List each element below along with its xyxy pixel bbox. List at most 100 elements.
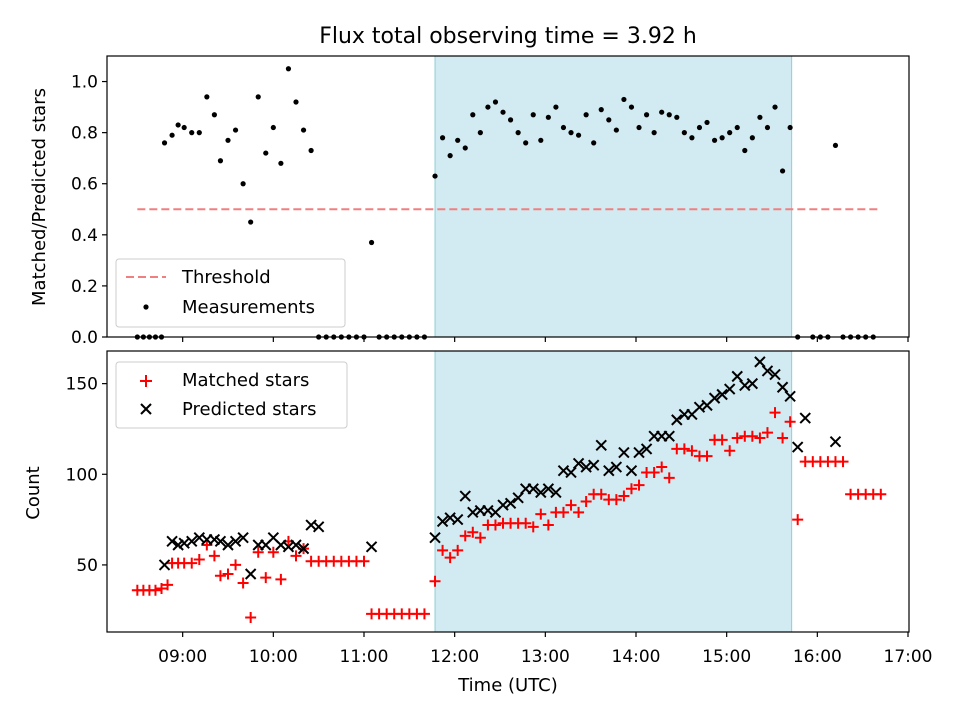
measurement-point [232, 127, 239, 133]
y-tick-label: 50 [76, 556, 98, 576]
matched-star-point [467, 526, 479, 538]
predicted-star-point [776, 381, 789, 393]
measurement-point [779, 168, 786, 174]
matched-star-point [769, 407, 781, 419]
measurement-point [368, 239, 375, 246]
predicted-star-point [365, 541, 378, 553]
matched-star-point [761, 427, 773, 439]
matched-star-point [214, 570, 226, 582]
measurement-point [285, 66, 292, 72]
matched-star-point [716, 434, 728, 446]
predicted-star-point [527, 483, 539, 495]
measurement-point [455, 137, 461, 143]
legend-predicted-label: Predicted stars [182, 399, 316, 420]
bottom-legend: Matched stars Predicted stars [115, 361, 348, 429]
top-panel: 0.0 0.2 0.4 0.6 0.8 1.0 Matched/Predicted sta… [29, 55, 910, 348]
predicted-star-point [595, 439, 607, 451]
predicted-star-point [761, 365, 774, 377]
matched-star-point [746, 430, 758, 442]
measurement-point [711, 137, 718, 143]
measurement-point [462, 145, 468, 151]
matched-star-point [222, 568, 234, 580]
measurement-point [204, 94, 210, 100]
chart-title: Flux total observing time = 3.92 h [319, 24, 697, 49]
measurement-point [591, 140, 597, 146]
x-tick-label: 13:00 [521, 647, 570, 667]
measurement-point [255, 94, 261, 100]
predicted-star-point [754, 356, 766, 368]
matched-star-point [678, 443, 690, 455]
predicted-star-point [222, 539, 234, 551]
predicted-star-point [297, 542, 310, 555]
matched-star-point [792, 514, 804, 526]
measurement-point [674, 114, 680, 120]
measurement-point [764, 124, 771, 131]
measurement-point [217, 158, 224, 164]
legend-measurements-label: Measurements [182, 297, 315, 318]
predicted-star-point [229, 535, 242, 548]
top-y-axis-label: Matched/Predicted stars [29, 88, 50, 306]
matched-star-point [777, 432, 789, 444]
x-tick-label: 10:00 [249, 647, 298, 667]
matched-star-point [837, 456, 849, 468]
predicted-star-point [565, 466, 577, 479]
matched-star-point [162, 579, 174, 591]
predicted-star-point [186, 535, 198, 548]
predicted-star-point [769, 368, 781, 381]
x-tick-label: 16:00 [793, 647, 842, 667]
matched-star-point [489, 519, 501, 531]
measurement-point [575, 132, 582, 138]
predicted-star-point [716, 388, 728, 401]
predicted-star-point [214, 535, 227, 548]
predicted-star-point [572, 457, 585, 470]
predicted-star-point [663, 430, 675, 442]
predicted-star-point [603, 464, 615, 477]
y-tick-label: 0.6 [71, 175, 98, 195]
measurement-point [651, 130, 657, 136]
measurement-point [507, 117, 514, 123]
measurement-point [225, 137, 231, 143]
y-tick-label: 150 [66, 375, 98, 395]
measurement-point [293, 99, 299, 105]
measurement-point [598, 107, 604, 113]
measurement-point [606, 117, 612, 123]
measurement-point [583, 112, 589, 118]
bottom-y-axis-label: Count [23, 466, 44, 519]
measurement-points [134, 66, 876, 340]
predicted-star-point [166, 535, 178, 548]
measurement-point [727, 130, 733, 136]
measurement-point [523, 140, 529, 146]
legend-measurements-swatch [143, 304, 149, 310]
matched-star-point [527, 521, 539, 533]
matched-star-point [230, 559, 242, 571]
measurement-point [211, 112, 217, 118]
x-axis-label: Time (UTC) [457, 675, 558, 696]
measurement-point [308, 147, 314, 154]
predicted-star-point [791, 441, 804, 453]
predicted-star-point [829, 435, 842, 448]
predicted-star-point [244, 568, 257, 580]
top-x-ticks [182, 337, 909, 342]
bottom-axes-frame [106, 350, 910, 633]
matched-star-point [580, 495, 592, 507]
measurement-point [470, 112, 476, 118]
measurement-point [659, 109, 665, 115]
matched-star-point [731, 432, 743, 444]
predicted-star-point [436, 515, 449, 528]
legend-matched-swatch [140, 375, 152, 387]
bottom-shaded-interval [434, 350, 793, 633]
measurement-point [161, 140, 168, 146]
y-tick-label: 0.4 [71, 226, 98, 246]
measurement-point [621, 96, 627, 103]
matched-star-point [520, 517, 532, 529]
matched-star-point [186, 557, 198, 569]
predicted-star-point [542, 483, 555, 495]
matched-star-point [565, 499, 577, 511]
top-y-ticks: 0.0 0.2 0.4 0.6 0.8 1.0 [71, 73, 107, 348]
measurement-point [278, 160, 284, 166]
measurement-point [643, 112, 650, 118]
matched-star-point [429, 575, 441, 587]
matched-star-point [245, 611, 257, 623]
matched-star-point [875, 488, 887, 500]
matched-star-point [686, 445, 698, 457]
